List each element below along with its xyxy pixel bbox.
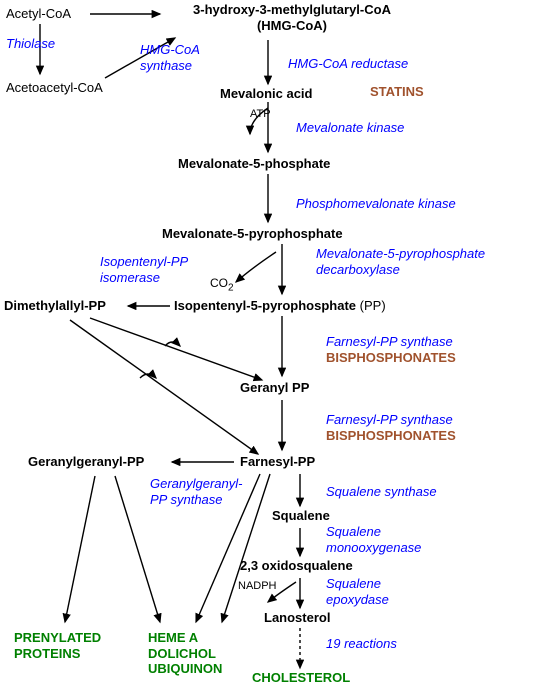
node-acetoacetyl-coa: Acetoacetyl-CoA — [6, 80, 103, 96]
mev5pp-decarb-l2: decarboxylase — [316, 262, 400, 277]
node-fpp: Farnesyl-PP — [240, 454, 315, 470]
squalene-epox-l1: Squalene — [326, 576, 381, 591]
ipp-isomerase-l1: Isopentenyl-PP — [100, 254, 188, 269]
mev5pp-decarb-l1: Mevalonate-5-pyrophosphate — [316, 246, 485, 261]
squalene-monoox-l2: monooxygenase — [326, 540, 421, 555]
node-squalene: Squalene — [272, 508, 330, 524]
hmg-coa-synthase-l1: HMG-CoA — [140, 42, 200, 57]
hmg-coa-line2: (HMG-CoA) — [257, 18, 327, 33]
ipp-isomerase-l2: isomerase — [100, 270, 160, 285]
node-hmg-coa: 3-hydroxy-3-methylglutaryl-CoA (HMG-CoA) — [162, 2, 422, 33]
product-heme-dolichol-ubiquinon: HEME A DOLICHOL UBIQUINON — [148, 630, 222, 677]
heme-l1: HEME A — [148, 630, 198, 645]
node-nadph: NADPH — [238, 580, 277, 593]
node-mev5p: Mevalonate-5-phosphate — [178, 156, 330, 172]
ggpp-synthase-l1: Geranylgeranyl- — [150, 476, 243, 491]
node-ggpp: Geranylgeranyl-PP — [28, 454, 144, 470]
ipp-label: Isopentenyl-5-pyrophosphate — [174, 298, 356, 313]
hmg-coa-line1: 3-hydroxy-3-methylglutaryl-CoA — [193, 2, 391, 17]
node-acetyl-coa: Acetyl-CoA — [6, 6, 71, 22]
node-ipp: Isopentenyl-5-pyrophosphate (PP) — [174, 298, 386, 314]
node-lanosterol: Lanosterol — [264, 610, 330, 626]
drug-bisphosphonates-1: BISPHOSPHONATES — [326, 350, 456, 366]
co2-text: CO — [210, 276, 228, 290]
node-mevalonic-acid: Mevalonic acid — [220, 86, 312, 102]
enzyme-phosphomevalonate-kinase: Phosphomevalonate kinase — [296, 196, 456, 212]
enzyme-mev5pp-decarboxylase: Mevalonate-5-pyrophosphate decarboxylase — [316, 246, 485, 277]
enzyme-hmg-coa-reductase: HMG-CoA reductase — [288, 56, 408, 72]
squalene-monoox-l1: Squalene — [326, 524, 381, 539]
node-dmapp: Dimethylallyl-PP — [4, 298, 106, 314]
node-co2: CO2 — [210, 276, 234, 294]
enzyme-squalene-epoxydase: Squalene epoxydase — [326, 576, 389, 607]
hmg-coa-synthase-l2: synthase — [140, 58, 192, 73]
node-atp: ATP — [250, 108, 271, 121]
heme-l3: UBIQUINON — [148, 661, 222, 676]
enzyme-fpp-synthase-2: Farnesyl-PP synthase — [326, 412, 453, 428]
enzyme-thiolase: Thiolase — [6, 36, 55, 52]
ipp-suffix: (PP) — [356, 298, 386, 313]
enzyme-squalene-monooxygenase: Squalene monooxygenase — [326, 524, 421, 555]
heme-l2: DOLICHOL — [148, 646, 216, 661]
prenylated-l1: PRENYLATED — [14, 630, 101, 645]
product-prenylated: PRENYLATED PROTEINS — [14, 630, 101, 661]
enzyme-hmg-coa-synthase: HMG-CoA synthase — [140, 42, 200, 73]
squalene-epox-l2: epoxydase — [326, 592, 389, 607]
enzyme-fpp-synthase-1: Farnesyl-PP synthase — [326, 334, 453, 350]
co2-sub: 2 — [228, 282, 234, 293]
enzyme-ipp-isomerase: Isopentenyl-PP isomerase — [100, 254, 188, 285]
node-mev5pp: Mevalonate-5-pyrophosphate — [162, 226, 343, 242]
enzyme-mevalonate-kinase: Mevalonate kinase — [296, 120, 404, 136]
drug-bisphosphonates-2: BISPHOSPHONATES — [326, 428, 456, 444]
node-gpp: Geranyl PP — [240, 380, 309, 396]
product-cholesterol: CHOLESTEROL — [252, 670, 350, 686]
ggpp-synthase-l2: PP synthase — [150, 492, 223, 507]
drug-statins: STATINS — [370, 84, 424, 100]
enzyme-squalene-synthase: Squalene synthase — [326, 484, 437, 500]
prenylated-l2: PROTEINS — [14, 646, 80, 661]
label-19-reactions: 19 reactions — [326, 636, 397, 652]
node-oxidosqualene: 2,3 oxidosqualene — [240, 558, 353, 574]
enzyme-ggpp-synthase: Geranylgeranyl- PP synthase — [150, 476, 243, 507]
